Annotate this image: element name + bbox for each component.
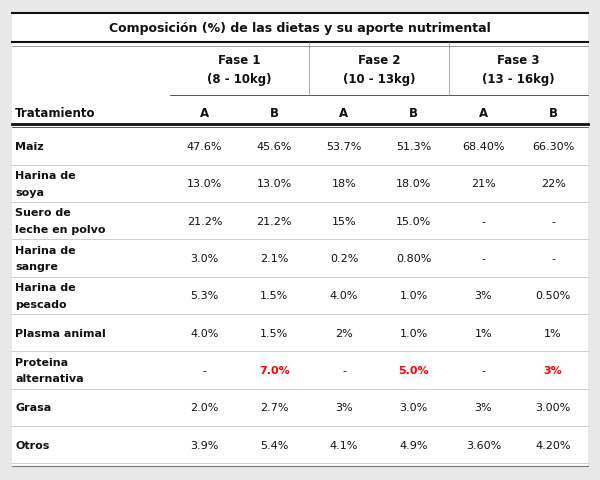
Text: Harina de: Harina de (15, 283, 76, 292)
Text: -: - (203, 365, 206, 375)
Text: A: A (340, 106, 349, 120)
Text: 5.3%: 5.3% (190, 291, 218, 300)
Text: 1.5%: 1.5% (260, 328, 289, 338)
Text: 13.0%: 13.0% (187, 179, 222, 189)
Text: 0.2%: 0.2% (330, 253, 358, 264)
Text: B: B (548, 106, 557, 120)
Text: 2.0%: 2.0% (190, 402, 218, 412)
Text: sangre: sangre (15, 262, 58, 272)
Text: Fase 1: Fase 1 (218, 53, 260, 67)
Text: Otros: Otros (15, 440, 49, 450)
Text: 18.0%: 18.0% (396, 179, 431, 189)
Text: 3.0%: 3.0% (190, 253, 218, 264)
Text: Harina de: Harina de (15, 245, 76, 255)
Text: (8 - 10kg): (8 - 10kg) (207, 72, 272, 86)
Text: 3.0%: 3.0% (400, 402, 428, 412)
Text: 1%: 1% (544, 328, 562, 338)
Text: 1.0%: 1.0% (400, 291, 428, 300)
Text: 3.9%: 3.9% (190, 440, 218, 450)
Text: Tratamiento: Tratamiento (15, 106, 95, 120)
Text: Proteina: Proteina (15, 357, 68, 367)
Text: 21.2%: 21.2% (187, 216, 222, 226)
Text: leche en polvo: leche en polvo (15, 225, 106, 234)
Text: Composición (%) de las dietas y su aporte nutrimental: Composición (%) de las dietas y su aport… (109, 22, 491, 36)
Text: 22%: 22% (541, 179, 566, 189)
Text: B: B (270, 106, 279, 120)
Text: 13.0%: 13.0% (257, 179, 292, 189)
Text: 1%: 1% (475, 328, 492, 338)
Text: 3%: 3% (335, 402, 353, 412)
Text: 1.5%: 1.5% (260, 291, 289, 300)
Text: 2%: 2% (335, 328, 353, 338)
Text: Plasma animal: Plasma animal (15, 328, 106, 338)
Text: Harina de: Harina de (15, 171, 76, 181)
Text: -: - (342, 365, 346, 375)
Text: 3%: 3% (475, 291, 492, 300)
Text: 15.0%: 15.0% (396, 216, 431, 226)
Text: 66.30%: 66.30% (532, 142, 574, 152)
Text: soya: soya (15, 187, 44, 197)
Text: 1.0%: 1.0% (400, 328, 428, 338)
Text: 15%: 15% (332, 216, 356, 226)
Text: 51.3%: 51.3% (396, 142, 431, 152)
Text: Fase 3: Fase 3 (497, 53, 539, 67)
Text: Maiz: Maiz (15, 142, 44, 152)
Text: 53.7%: 53.7% (326, 142, 362, 152)
Text: 3%: 3% (475, 402, 492, 412)
Text: Fase 2: Fase 2 (358, 53, 400, 67)
Text: 4.9%: 4.9% (400, 440, 428, 450)
Text: (13 - 16kg): (13 - 16kg) (482, 72, 554, 86)
Text: 45.6%: 45.6% (257, 142, 292, 152)
Text: 4.20%: 4.20% (535, 440, 571, 450)
Text: -: - (481, 253, 485, 264)
Text: A: A (479, 106, 488, 120)
Text: 47.6%: 47.6% (187, 142, 222, 152)
Text: B: B (409, 106, 418, 120)
Text: 4.0%: 4.0% (330, 291, 358, 300)
Text: 4.1%: 4.1% (330, 440, 358, 450)
Text: 18%: 18% (332, 179, 356, 189)
Text: 5.4%: 5.4% (260, 440, 289, 450)
Text: 3.60%: 3.60% (466, 440, 501, 450)
Text: -: - (481, 216, 485, 226)
Text: 21.2%: 21.2% (256, 216, 292, 226)
Text: -: - (551, 216, 555, 226)
Text: 5.0%: 5.0% (398, 365, 429, 375)
Text: alternativa: alternativa (15, 373, 83, 384)
Text: 0.80%: 0.80% (396, 253, 431, 264)
Text: 68.40%: 68.40% (462, 142, 505, 152)
Text: 3.00%: 3.00% (536, 402, 571, 412)
Text: Suero de: Suero de (15, 208, 71, 218)
Text: Grasa: Grasa (15, 402, 51, 412)
Text: 21%: 21% (471, 179, 496, 189)
Text: -: - (481, 365, 485, 375)
Text: 3%: 3% (544, 365, 563, 375)
Text: A: A (200, 106, 209, 120)
Text: 7.0%: 7.0% (259, 365, 290, 375)
Text: (10 - 13kg): (10 - 13kg) (343, 72, 415, 86)
Text: pescado: pescado (15, 299, 67, 309)
Text: 2.7%: 2.7% (260, 402, 289, 412)
Text: 4.0%: 4.0% (190, 328, 218, 338)
Text: -: - (551, 253, 555, 264)
Text: 2.1%: 2.1% (260, 253, 289, 264)
Text: 0.50%: 0.50% (536, 291, 571, 300)
